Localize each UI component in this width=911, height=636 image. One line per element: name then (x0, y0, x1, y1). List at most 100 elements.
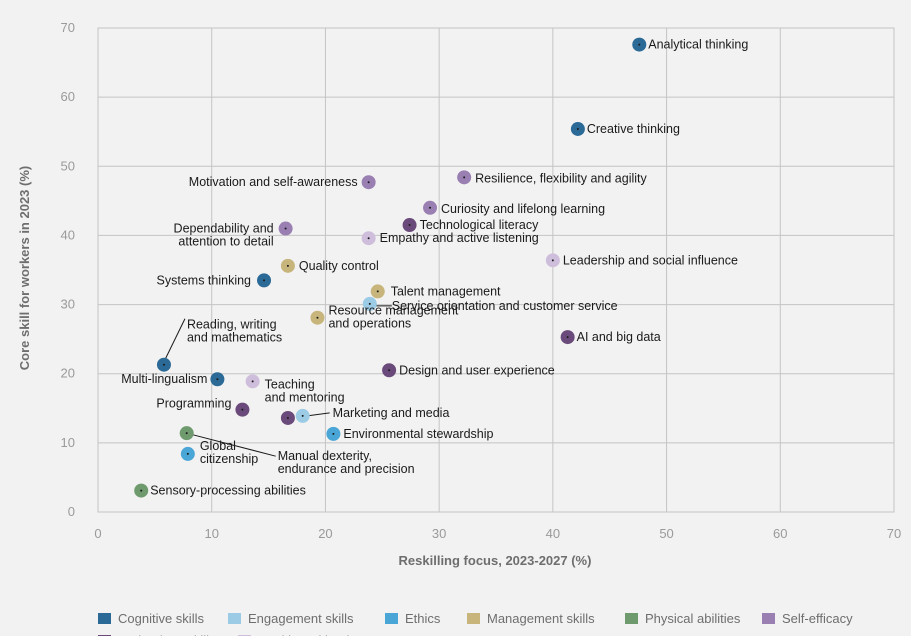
point-label-line: and operations (328, 317, 411, 331)
point-label-line: Global (200, 439, 236, 453)
point-label: Programming (156, 397, 231, 411)
y-tick-label: 40 (61, 227, 75, 242)
point-label: Manual dexterity, endurance and precision (278, 449, 415, 476)
point-label: Multi-lingualism (121, 372, 207, 386)
data-point-center (367, 181, 370, 184)
data-point-center (429, 206, 432, 209)
x-tick-label: 10 (204, 526, 218, 541)
point-label-line: Manual dexterity, (278, 449, 372, 463)
y-tick-label: 50 (61, 158, 75, 173)
point-label: Quality control (299, 259, 379, 273)
legend-label: Management skills (487, 611, 595, 626)
legend-label: Ethics (405, 611, 441, 626)
x-tick-label: 60 (773, 526, 787, 541)
point-label: Service orientation and customer service (392, 299, 618, 313)
data-point-center (162, 363, 165, 366)
data-point-center (185, 432, 188, 435)
y-tick-label: 70 (61, 20, 75, 35)
point-label-line: Resource management (328, 304, 458, 318)
point-label: Resource management and operations (328, 304, 458, 331)
x-axis-title: Reskilling focus, 2023-2027 (%) (399, 553, 592, 568)
legend-swatch (228, 613, 241, 624)
x-tick-label: 0 (94, 526, 101, 541)
point-label: Creative thinking (587, 122, 680, 136)
point-label-line: Teaching (265, 377, 315, 391)
x-tick-label: 30 (432, 526, 446, 541)
point-label: Marketing and media (333, 406, 450, 420)
x-tick-label: 70 (887, 526, 901, 541)
point-label: Global citizenship (200, 439, 258, 466)
data-point-center (241, 408, 244, 411)
legend-label: Self-efficacy (782, 611, 853, 626)
legend-swatch (467, 613, 480, 624)
data-point-center (263, 279, 266, 282)
data-point-center (566, 336, 569, 339)
legend-label: Technology skills (118, 633, 216, 636)
point-label-line: endurance and precision (278, 462, 415, 476)
data-point-center (576, 127, 579, 130)
point-label: Technological literacy (420, 218, 540, 232)
y-tick-label: 10 (61, 435, 75, 450)
point-label: Analytical thinking (648, 38, 748, 52)
point-label: Sensory-processing abilities (150, 484, 306, 498)
y-tick-label: 0 (68, 504, 75, 519)
point-label-line: and mentoring (265, 390, 345, 404)
legend-label: Working with others (258, 633, 372, 636)
legend-swatch (625, 613, 638, 624)
point-label: Reading, writing and mathematics (187, 318, 282, 345)
legend-label: Engagement skills (248, 611, 354, 626)
point-label: Talent management (391, 284, 501, 298)
data-point-center (301, 414, 304, 417)
legend-swatch (385, 613, 398, 624)
data-point-center (408, 224, 411, 227)
y-tick-label: 30 (61, 297, 75, 312)
data-point-center (368, 302, 371, 305)
point-label-line: attention to detail (178, 235, 273, 249)
plot-area (97, 27, 895, 513)
point-label: Motivation and self-awareness (189, 175, 358, 189)
point-label-line: citizenship (200, 452, 258, 466)
data-point-center (376, 290, 379, 293)
data-point-center (638, 43, 641, 46)
point-label: Systems thinking (157, 273, 252, 287)
x-tick-label: 20 (318, 526, 332, 541)
y-tick-label: 60 (61, 89, 75, 104)
point-label: Curiosity and lifelong learning (441, 202, 605, 216)
data-point-center (286, 416, 289, 419)
point-label: Leadership and social influence (563, 253, 738, 267)
data-point-center (251, 380, 254, 383)
legend-label: Physical abilities (645, 611, 741, 626)
point-label: Empathy and active listening (380, 231, 539, 245)
data-point-center (186, 452, 189, 455)
point-label: AI and big data (577, 330, 661, 344)
point-label: Teaching and mentoring (265, 377, 345, 404)
x-tick-label: 40 (546, 526, 560, 541)
x-tick-label: 50 (659, 526, 673, 541)
legend-swatch (98, 613, 111, 624)
point-label-line: Dependability and (174, 222, 274, 236)
point-label: Environmental stewardship (343, 427, 493, 441)
data-point-center (463, 176, 466, 179)
data-point-center (316, 316, 319, 319)
point-label: Resilience, flexibility and agility (475, 171, 647, 185)
point-label-line: and mathematics (187, 331, 282, 345)
data-point-center (388, 369, 391, 372)
data-point-center (284, 227, 287, 230)
point-label: Design and user experience (399, 363, 555, 377)
data-point-center (551, 259, 554, 262)
legend-swatch (762, 613, 775, 624)
point-label-line: Reading, writing (187, 318, 277, 332)
data-point-center (216, 378, 219, 381)
leader-line (164, 318, 186, 360)
legend-label: Cognitive skills (118, 611, 204, 626)
y-tick-label: 20 (61, 366, 75, 381)
y-axis-title: Core skill for workers in 2023 (%) (17, 166, 32, 370)
data-point-center (286, 264, 289, 267)
point-label: Dependability and attention to detail (174, 222, 274, 249)
leader-line (186, 432, 276, 457)
data-point-center (367, 237, 370, 240)
data-point-center (332, 432, 335, 435)
data-point-center (140, 489, 143, 492)
